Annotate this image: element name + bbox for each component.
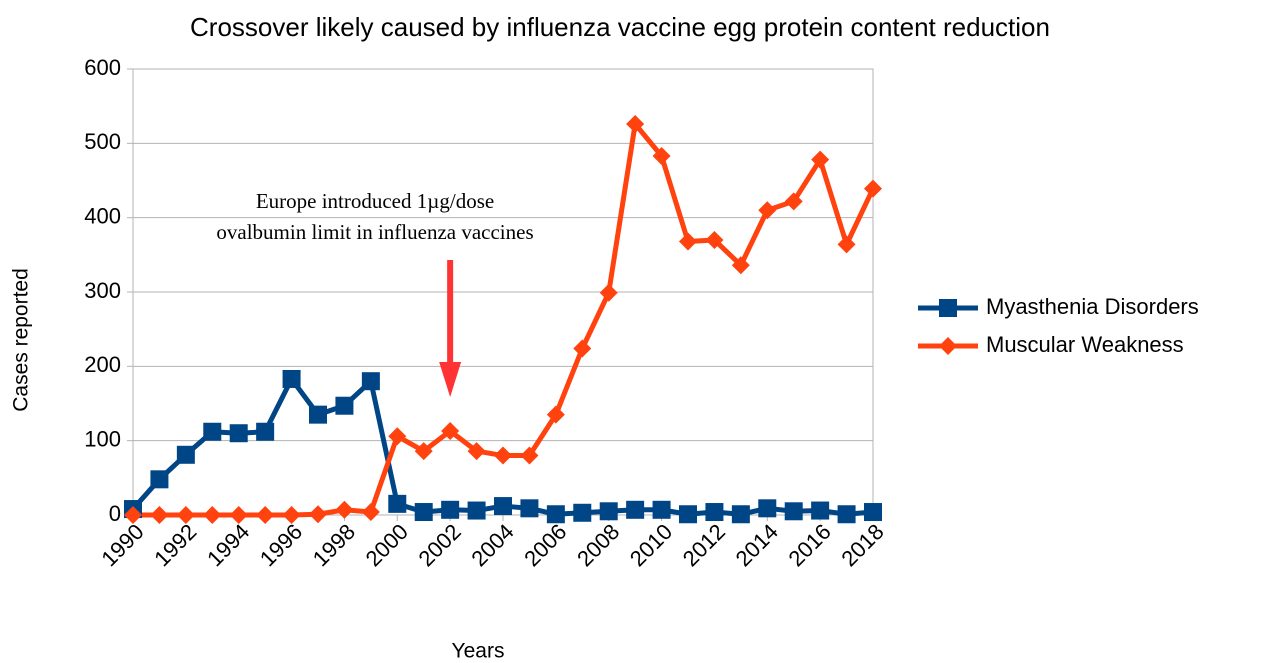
- data-point: [546, 505, 565, 524]
- data-point: [256, 506, 275, 524]
- data-point: [864, 503, 882, 522]
- data-point: [229, 424, 248, 443]
- data-point: [150, 470, 169, 489]
- x-axis-label: Years: [452, 640, 505, 663]
- data-point: [784, 192, 803, 211]
- data-point: [414, 442, 433, 461]
- data-point: [626, 500, 645, 519]
- data-point: [124, 506, 142, 524]
- data-point: [679, 505, 697, 524]
- x-tick-label: 1990: [96, 519, 148, 571]
- y-axis-label: Cases reported: [10, 268, 33, 412]
- data-point: [520, 446, 539, 465]
- data-point: [441, 422, 460, 441]
- data-point: [494, 446, 512, 465]
- x-tick-label: 1996: [255, 519, 307, 571]
- x-tick-label: 2018: [836, 519, 888, 571]
- annotation: ovalbumin limit in influenza vaccines: [216, 220, 533, 244]
- x-tick-label: 2000: [361, 519, 413, 571]
- data-point: [626, 115, 645, 134]
- data-point: [705, 230, 724, 249]
- x-tick-label: 1998: [308, 519, 360, 571]
- data-point: [309, 505, 327, 524]
- data-point: [811, 150, 830, 169]
- data-point: [811, 501, 830, 520]
- legend-marker: [939, 337, 957, 355]
- data-point: [837, 505, 856, 524]
- chart-title: Crossover likely caused by influenza vac…: [190, 12, 1050, 42]
- data-point: [705, 503, 724, 522]
- data-point: [388, 494, 407, 513]
- data-point: [309, 405, 327, 424]
- data-point: [599, 502, 618, 521]
- data-point: [731, 505, 750, 524]
- x-tick-label: 2012: [678, 519, 730, 571]
- annotation: Europe introduced 1µg/dose: [256, 189, 494, 213]
- legend-label: Muscular Weakness: [986, 332, 1184, 357]
- data-point: [361, 372, 380, 391]
- data-point: [467, 501, 486, 520]
- data-point: [282, 369, 301, 388]
- data-point: [864, 179, 882, 198]
- data-point: [335, 396, 354, 415]
- y-tick-label: 400: [84, 203, 121, 228]
- x-tick-label: 2016: [783, 519, 835, 571]
- data-point: [361, 503, 380, 522]
- x-tick-label: 1994: [202, 519, 254, 571]
- x-tick-label: 1992: [149, 519, 201, 571]
- data-point: [652, 500, 671, 519]
- data-point: [652, 146, 671, 165]
- x-tick-label: 2008: [572, 519, 624, 571]
- data-point: [441, 500, 460, 519]
- legend-label: Myasthenia Disorders: [986, 294, 1199, 319]
- x-tick-label: 2010: [625, 519, 677, 571]
- data-point: [256, 422, 275, 441]
- data-point: [282, 506, 301, 524]
- x-tick-label: 2014: [731, 519, 783, 571]
- y-tick-label: 100: [84, 426, 121, 451]
- y-tick-label: 0: [109, 501, 121, 526]
- data-point: [150, 506, 169, 524]
- y-tick-label: 300: [84, 278, 121, 303]
- data-point: [784, 502, 803, 521]
- y-tick-label: 600: [84, 55, 121, 80]
- data-point: [731, 256, 750, 275]
- data-point: [203, 422, 222, 441]
- data-point: [414, 503, 433, 522]
- data-point: [837, 235, 856, 254]
- data-point: [758, 499, 777, 518]
- data-point: [758, 201, 777, 220]
- y-tick-label: 500: [84, 129, 121, 154]
- x-tick-label: 2004: [466, 519, 518, 571]
- data-point: [494, 497, 512, 516]
- y-tick-label: 200: [84, 352, 121, 377]
- data-point: [546, 405, 565, 424]
- annotation-arrowhead: [439, 362, 462, 397]
- legend-marker: [939, 299, 957, 317]
- data-point: [176, 506, 195, 524]
- data-point: [203, 506, 222, 524]
- data-point: [176, 445, 195, 464]
- x-tick-label: 2002: [413, 519, 465, 571]
- data-point: [679, 232, 697, 251]
- x-tick-label: 2006: [519, 519, 571, 571]
- data-point: [599, 283, 618, 302]
- data-point: [335, 500, 354, 519]
- data-point: [573, 339, 592, 358]
- data-point: [520, 499, 539, 518]
- data-point: [467, 442, 486, 461]
- data-point: [573, 503, 592, 522]
- data-point: [388, 427, 407, 446]
- data-point: [229, 506, 248, 524]
